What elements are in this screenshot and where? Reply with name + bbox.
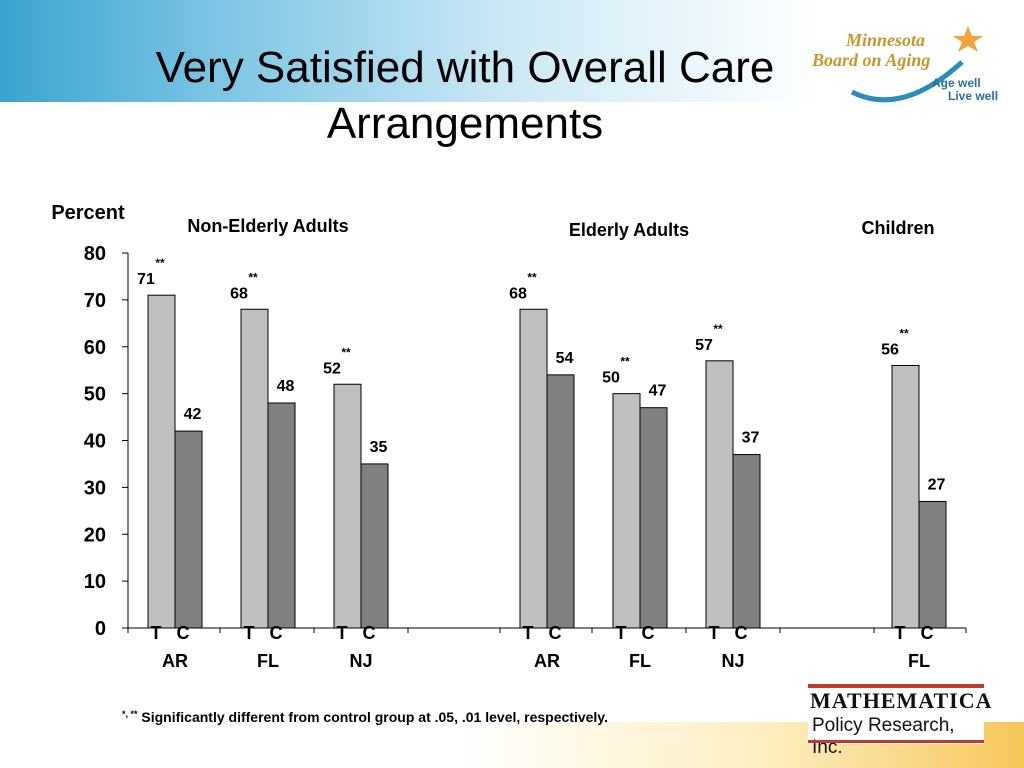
category-label: FL (629, 651, 651, 671)
title-line-2: Arrangements (326, 99, 604, 148)
group-label: Children (861, 218, 934, 238)
mba-logo-swoosh-icon (850, 26, 983, 103)
significance-marker: ** (248, 270, 258, 284)
series-letter-t: T (895, 623, 906, 643)
series-letter-c: C (177, 623, 190, 643)
data-label-treatment: 50 (602, 370, 620, 387)
series-letter-c: C (363, 623, 376, 643)
data-label-treatment: 68 (230, 285, 248, 302)
series-letter-c: C (921, 623, 934, 643)
mba-logo-tagline-1: Age well (932, 76, 981, 90)
mathematica-logo: MATHEMATICA Policy Research, Inc. (808, 684, 992, 758)
bar-treatment (705, 360, 734, 629)
y-tick-label: 10 (84, 571, 106, 593)
bar-control (918, 500, 947, 629)
mba-logo-line-1: Minnesota (846, 30, 926, 50)
series-letter-c: C (270, 623, 283, 643)
data-label-treatment: 68 (509, 285, 527, 302)
bar-control (360, 463, 389, 629)
data-label-treatment: 52 (323, 360, 341, 377)
group-label: Elderly Adults (569, 220, 689, 240)
data-label-control: 54 (556, 350, 574, 367)
significance-marker: ** (155, 256, 165, 270)
significance-marker: ** (713, 322, 723, 336)
y-tick-label: 20 (84, 524, 106, 546)
bar-treatment (147, 294, 176, 629)
series-letter-t: T (151, 623, 162, 643)
data-label-treatment: 71 (137, 271, 155, 288)
header-gradient-band (0, 0, 1024, 102)
data-label-control: 42 (184, 406, 202, 423)
data-label-control: 47 (649, 383, 667, 400)
significance-marker: ** (527, 270, 537, 284)
category-label: AR (162, 651, 188, 671)
footnote: *, ** Significantly different from contr… (122, 709, 608, 725)
series-letter-c: C (549, 623, 562, 643)
bar-control (639, 407, 668, 629)
category-label: NJ (349, 651, 372, 671)
series-letter-t: T (709, 623, 720, 643)
bar-treatment (612, 393, 641, 629)
series-letter-t: T (244, 623, 255, 643)
bar-treatment (891, 365, 920, 629)
data-label-control: 35 (370, 439, 388, 456)
mathematica-logo-line-2: Policy Research, Inc. (812, 715, 955, 758)
category-label: AR (534, 651, 560, 671)
y-tick-label: 60 (84, 337, 106, 359)
data-label-treatment: 56 (881, 342, 899, 359)
series-letter-t: T (523, 623, 534, 643)
category-label: FL (908, 651, 930, 671)
bar-treatment (519, 308, 548, 629)
y-tick-label: 50 (84, 384, 106, 406)
series-letter-t: T (337, 623, 348, 643)
data-label-control: 37 (742, 430, 760, 447)
significance-marker: ** (341, 345, 351, 359)
bar-treatment (333, 383, 362, 629)
y-tick-label: 30 (84, 477, 106, 499)
footnote-text: Significantly different from control gro… (141, 709, 608, 725)
series-letter-c: C (642, 623, 655, 643)
y-tick-label: 80 (84, 243, 106, 265)
minnesota-board-on-aging-logo: Minnesota Board on Aging Age well Live w… (812, 22, 1012, 112)
significance-marker: ** (620, 355, 630, 369)
data-label-control: 48 (277, 378, 295, 395)
significance-marker: ** (899, 327, 909, 341)
bar-control (267, 402, 296, 629)
category-label: FL (257, 651, 279, 671)
y-axis-label: Percent (51, 202, 125, 224)
series-letter-t: T (616, 623, 627, 643)
y-tick-label: 70 (84, 290, 106, 312)
data-label-treatment: 57 (695, 337, 713, 354)
category-label: NJ (721, 651, 744, 671)
bar-control (174, 430, 203, 629)
mathematica-logo-line-1: MATHEMATICA (810, 688, 993, 713)
y-tick-label: 0 (95, 618, 106, 640)
y-tick-label: 40 (84, 431, 106, 453)
title-line-1: Very Satisfied with Overall Care (155, 43, 775, 92)
mba-logo-line-2: Board on Aging (812, 50, 931, 70)
bar-treatment (240, 308, 269, 629)
bar-control (732, 454, 761, 629)
slide-title: Very Satisfied with Overall Care Arrange… (40, 40, 890, 152)
bar-control (546, 374, 575, 629)
series-letter-c: C (735, 623, 748, 643)
data-label-control: 27 (928, 476, 946, 493)
footnote-marks: *, ** (122, 709, 138, 719)
mba-logo-tagline-2: Live well (948, 89, 999, 103)
group-label: Non-Elderly Adults (187, 216, 348, 236)
